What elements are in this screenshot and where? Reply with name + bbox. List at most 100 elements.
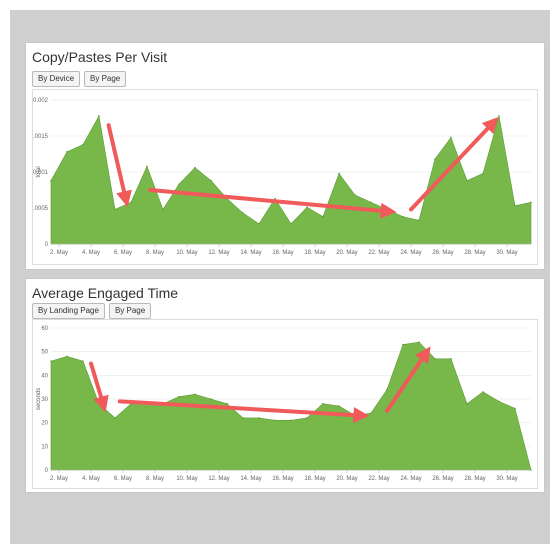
y-axis-label: total bbox=[36, 166, 42, 177]
data-point bbox=[146, 165, 148, 168]
x-tick-label: 6. May bbox=[114, 250, 132, 256]
data-point bbox=[290, 223, 292, 225]
y-tick-label: 20 bbox=[41, 421, 48, 427]
x-tick-label: 12. May bbox=[208, 250, 229, 256]
data-point bbox=[306, 206, 308, 209]
annotation-arrow bbox=[89, 361, 109, 413]
x-tick-label: 8. May bbox=[146, 476, 164, 482]
data-point bbox=[226, 402, 228, 405]
annotation-arrow bbox=[385, 346, 431, 413]
x-tick-label: 16. May bbox=[272, 476, 293, 482]
data-area bbox=[50, 341, 532, 471]
data-point bbox=[338, 405, 340, 407]
data-point bbox=[402, 343, 404, 346]
data-point bbox=[530, 469, 532, 471]
x-tick-label: 10. May bbox=[176, 476, 197, 482]
data-point bbox=[50, 179, 52, 182]
x-tick-label: 30. May bbox=[496, 476, 517, 482]
copy-pastes-chart: 0 0.0005 0.001 0.0015 0.002 total 2. May 4. May… bbox=[33, 98, 532, 256]
data-point bbox=[514, 205, 516, 207]
data-point bbox=[370, 201, 372, 204]
data-point bbox=[258, 417, 260, 419]
y-tick-label: 0.0015 bbox=[33, 134, 49, 140]
x-tick-label: 4. May bbox=[82, 476, 100, 482]
toggle-group: By Landing Page By Page bbox=[32, 303, 152, 319]
y-tick-label: 0.001 bbox=[33, 170, 49, 176]
by-device-button[interactable]: By Device bbox=[32, 71, 81, 87]
data-point bbox=[466, 402, 468, 405]
data-point bbox=[178, 395, 180, 398]
data-point bbox=[194, 393, 196, 396]
data-point bbox=[130, 201, 132, 204]
data-point bbox=[322, 402, 324, 405]
annotation-arrow bbox=[117, 399, 370, 423]
y-tick-label: 0 bbox=[45, 242, 49, 248]
x-tick-label: 26. May bbox=[432, 250, 453, 256]
by-landing-page-button[interactable]: By Landing Page bbox=[32, 303, 105, 319]
data-point bbox=[98, 115, 100, 117]
x-tick-label: 6. May bbox=[114, 476, 132, 482]
data-point bbox=[466, 179, 468, 182]
data-point bbox=[402, 215, 404, 218]
by-page-button[interactable]: By Page bbox=[108, 303, 152, 319]
data-point bbox=[98, 402, 100, 405]
data-point bbox=[306, 417, 308, 419]
data-point bbox=[258, 223, 260, 225]
y-axis-label: seconds bbox=[36, 388, 42, 410]
y-tick-label: 10 bbox=[41, 444, 48, 450]
data-point bbox=[66, 151, 68, 153]
data-point bbox=[370, 412, 372, 414]
data-point bbox=[242, 212, 244, 214]
y-tick-label: 60 bbox=[41, 326, 48, 332]
x-tick-label: 2. May bbox=[50, 250, 68, 256]
x-tick-label: 30. May bbox=[496, 250, 517, 256]
x-tick-label: 14. May bbox=[240, 476, 261, 482]
y-tick-label: 40 bbox=[41, 373, 48, 379]
data-point bbox=[114, 208, 116, 211]
data-point bbox=[82, 360, 84, 362]
data-point bbox=[386, 388, 388, 391]
data-point bbox=[82, 143, 84, 146]
annotation-arrow bbox=[148, 188, 397, 219]
y-tick-label: 0 bbox=[45, 468, 49, 474]
y-tick-label: 0.0005 bbox=[33, 206, 49, 212]
x-tick-label: 14. May bbox=[240, 250, 261, 256]
data-point bbox=[194, 166, 196, 169]
data-point bbox=[514, 407, 516, 410]
data-point bbox=[498, 115, 500, 117]
data-point bbox=[482, 391, 484, 393]
data-point bbox=[162, 208, 164, 211]
data-point bbox=[114, 417, 116, 419]
x-tick-label: 4. May bbox=[82, 250, 100, 256]
chart-container: 0 0.0005 0.001 0.0015 0.002 total 2. May 4. May… bbox=[32, 89, 538, 265]
data-point bbox=[450, 136, 452, 139]
data-point bbox=[498, 400, 500, 403]
data-point bbox=[210, 179, 212, 182]
copy-pastes-panel: Copy/Pastes Per Visit By Device By Page … bbox=[25, 42, 545, 270]
x-tick-label: 22. May bbox=[368, 250, 389, 256]
x-tick-label: 24. May bbox=[400, 476, 421, 482]
x-tick-label: 10. May bbox=[176, 250, 197, 256]
data-point bbox=[450, 357, 452, 360]
data-point bbox=[418, 341, 420, 343]
engaged-time-panel: Average Engaged Time By Landing Page By … bbox=[25, 278, 545, 493]
x-tick-label: 20. May bbox=[336, 476, 357, 482]
toggle-group: By Device By Page bbox=[32, 71, 127, 87]
data-point bbox=[482, 172, 484, 175]
data-point bbox=[274, 419, 276, 422]
data-point bbox=[50, 360, 52, 362]
x-tick-label: 22. May bbox=[368, 476, 389, 482]
x-tick-label: 28. May bbox=[464, 250, 485, 256]
annotation-arrow bbox=[106, 123, 132, 208]
x-tick-label: 20. May bbox=[336, 250, 357, 256]
data-point bbox=[274, 197, 276, 200]
data-point bbox=[322, 215, 324, 218]
annotation-arrow bbox=[409, 116, 499, 212]
panel-title: Copy/Pastes Per Visit bbox=[32, 49, 168, 65]
y-tick-label: 0.002 bbox=[33, 98, 49, 104]
data-point bbox=[418, 219, 420, 222]
x-tick-label: 28. May bbox=[464, 476, 485, 482]
by-page-button[interactable]: By Page bbox=[84, 71, 127, 87]
x-tick-label: 18. May bbox=[304, 476, 325, 482]
x-tick-label: 8. May bbox=[146, 250, 164, 256]
